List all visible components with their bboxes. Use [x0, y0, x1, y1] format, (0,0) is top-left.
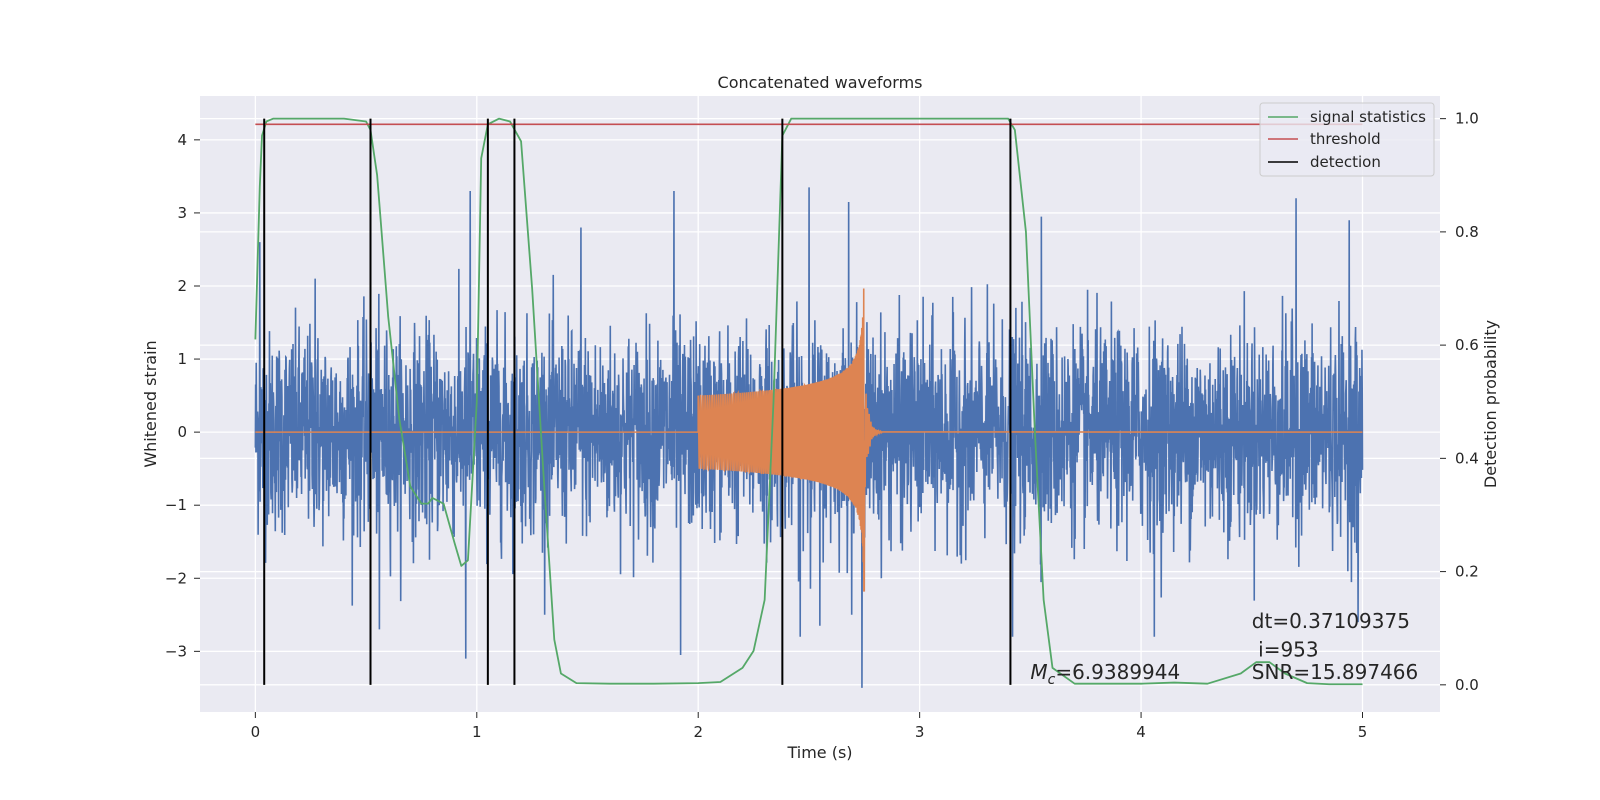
x-tick-label: 0: [251, 723, 261, 741]
legend-label-signal-statistics: signal statistics: [1310, 108, 1426, 126]
legend-label-threshold: threshold: [1310, 130, 1381, 148]
y2-tick-label: 0.2: [1455, 563, 1479, 581]
y-tick-label: 0: [177, 423, 187, 441]
annotation-index: i=953: [1252, 638, 1319, 662]
y2-tick-label: 0.4: [1455, 449, 1479, 467]
y-axis-label: Whitened strain: [141, 340, 160, 467]
annotation-chirp-mass-value: =6.9389944: [1055, 660, 1180, 684]
annotation-dt: dt=0.37109375: [1252, 609, 1410, 633]
x-tick-label: 3: [915, 723, 925, 741]
data-layer: [254, 117, 1364, 688]
ticks: 0 1 2 3 4 5 −3 −2 −1 0 1 2 3 4 0.0 0.2 0.4 0.6 0.8 1.0: [165, 110, 1479, 741]
y2-tick-label: 0.6: [1455, 336, 1479, 354]
y-tick-label: 2: [177, 277, 187, 295]
chart-title: Concatenated waveforms: [718, 73, 923, 92]
x-tick-label: 2: [693, 723, 703, 741]
y2-tick-label: 0.8: [1455, 223, 1479, 241]
y-tick-label: −1: [165, 496, 187, 514]
annotations: dt=0.37109375 i=953 SNR=15.897466 Mc=6.9…: [1030, 609, 1418, 688]
legend-box: [1259, 102, 1435, 177]
y-tick-label: 3: [177, 204, 187, 222]
x-tick-label: 4: [1136, 723, 1146, 741]
annotation-chirp-mass-sub: c: [1048, 672, 1056, 688]
legend: signal statistics threshold detection: [1259, 102, 1435, 177]
x-axis-label: Time (s): [786, 743, 852, 762]
y-tick-label: −3: [165, 642, 187, 660]
x-tick-label: 5: [1358, 723, 1368, 741]
y2-axis-label: Detection probability: [1481, 320, 1500, 488]
y2-tick-label: 1.0: [1455, 110, 1479, 128]
annotation-snr: SNR=15.897466: [1252, 660, 1418, 684]
y-tick-label: 4: [177, 131, 187, 149]
y-tick-label: −2: [165, 569, 187, 587]
annotation-chirp-mass: Mc=6.9389944: [1030, 660, 1180, 688]
annotation-chirp-mass-symbol: M: [1030, 660, 1047, 684]
x-tick-label: 1: [472, 723, 482, 741]
y2-tick-label: 0.0: [1455, 676, 1479, 694]
noise-strain-line: [254, 187, 1364, 688]
legend-label-detection: detection: [1310, 153, 1381, 171]
y-tick-label: 1: [177, 350, 187, 368]
